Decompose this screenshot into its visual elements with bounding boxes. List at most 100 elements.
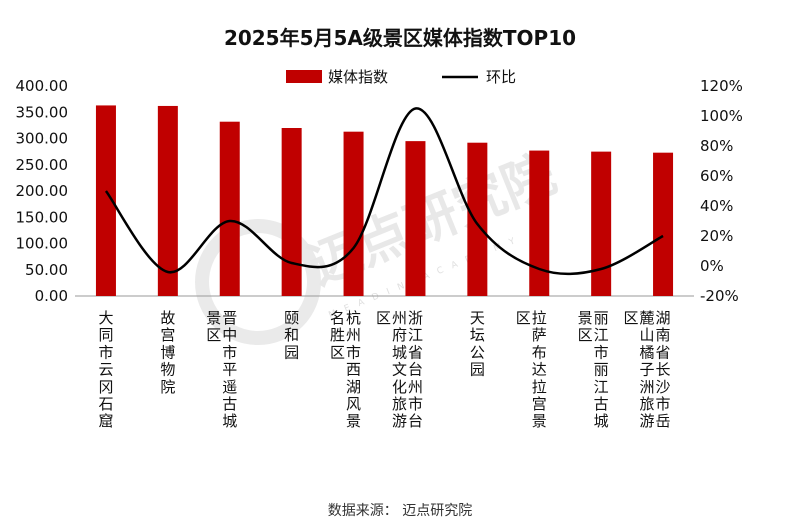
line-series: [104, 107, 664, 276]
bar-series: [95, 105, 674, 296]
category-label-char: 区: [516, 309, 531, 327]
category-label-char: 景: [346, 412, 361, 430]
category-label-char: 江: [594, 326, 609, 344]
category-label-char: 达: [532, 361, 547, 379]
category-label-char: 萨: [532, 326, 547, 344]
category-label-char: 同: [98, 326, 113, 344]
category-label-char: 西: [346, 361, 361, 379]
y-left-tick-label: 250.00: [16, 156, 69, 174]
category-label-char: 区: [206, 326, 221, 344]
chart-title: 2025年5月5A级景区媒体指数TOP10: [224, 26, 576, 50]
category-label-char: 市: [656, 395, 671, 413]
category-label-char: 南: [656, 326, 671, 344]
category-label-char: 湖: [346, 378, 361, 396]
axes: 0.00 50.00 100.00 150.00 200.00 250.00 300.00 3…: [16, 77, 743, 305]
category-label-char: 天: [470, 309, 485, 327]
category-label-char: 遥: [222, 378, 237, 396]
category-label-char: 拉: [532, 309, 547, 327]
category-label: 颐和园: [284, 309, 299, 361]
category-label-char: 园: [284, 343, 299, 361]
source-note: 数据来源： 迈点研究院: [328, 503, 472, 519]
category-label-char: 大: [98, 309, 113, 327]
category-label-char: 旅: [392, 395, 407, 413]
y-right-tick-label: -20%: [700, 287, 739, 305]
category-label-char: 旅: [640, 395, 655, 413]
legend: 媒体指数 环比: [286, 68, 516, 86]
category-label-char: 园: [470, 361, 485, 379]
category-label-char: 长: [656, 361, 671, 379]
category-label-char: 宫: [160, 326, 175, 344]
category-label-char: 州: [392, 309, 407, 327]
category-label-char: 沙: [656, 378, 671, 396]
category-label-char: 古: [594, 395, 609, 413]
y-right-tick-label: 60%: [700, 167, 733, 185]
category-label-char: 晋: [222, 309, 237, 327]
category-label-char: 平: [222, 361, 237, 379]
category-label-char: 游: [392, 412, 407, 430]
bar: [529, 150, 550, 296]
y-left-tick-label: 400.00: [16, 77, 69, 95]
category-label-char: 胜: [330, 326, 345, 344]
category-label-char: 化: [392, 378, 407, 396]
category-label-char: 石: [98, 395, 113, 413]
category-labels: 大同市云冈石窟故宫博物院晋中市平遥古城景区颐和园杭州市西湖风景名胜区浙江省台州市…: [98, 309, 670, 430]
y-right-tick-label: 80%: [700, 137, 733, 155]
y-left-tick-label: 200.00: [16, 182, 69, 200]
category-label-char: 景: [532, 412, 547, 430]
category-label-char: 区: [330, 343, 345, 361]
category-label-char: 市: [222, 343, 237, 361]
category-label-char: 风: [346, 395, 361, 413]
category-label-char: 拉: [532, 378, 547, 396]
y-left-tick-label: 100.00: [16, 235, 69, 253]
y-left-tick-label: 50.00: [25, 261, 68, 279]
category-label-char: 窟: [98, 412, 113, 430]
category-label-char: 岳: [656, 412, 671, 430]
category-label-char: 府: [392, 326, 407, 344]
y-right-tick-label: 120%: [700, 77, 743, 95]
category-label-char: 台: [408, 412, 423, 430]
category-label-char: 城: [392, 343, 407, 361]
category-label-char: 市: [594, 343, 609, 361]
category-label-char: 故: [160, 309, 175, 327]
category-label-char: 江: [594, 378, 609, 396]
y-right-tick-label: 20%: [700, 227, 733, 245]
category-label-char: 颐: [284, 309, 299, 327]
category-label-char: 市: [408, 395, 423, 413]
category-label-char: 台: [408, 361, 423, 379]
category-label-char: 冈: [98, 378, 113, 396]
category-label-char: 院: [160, 378, 175, 396]
line-path: [104, 107, 664, 276]
category-label-char: 市: [98, 343, 113, 361]
category-label-char: 城: [594, 412, 609, 430]
y-left-tick-label: 300.00: [16, 130, 69, 148]
y-right-tick-label: 0%: [700, 257, 724, 275]
category-label-char: 宫: [532, 395, 547, 413]
category-label-char: 区: [624, 309, 639, 327]
category-label-char: 坛: [470, 326, 485, 344]
category-label-char: 博: [160, 343, 175, 361]
category-label-char: 丽: [594, 361, 609, 379]
category-label-char: 江: [408, 326, 423, 344]
category-label-char: 布: [532, 343, 547, 361]
category-label-char: 杭: [346, 309, 361, 327]
category-label-char: 浙: [408, 309, 423, 327]
category-label-char: 物: [160, 361, 175, 379]
category-label-char: 市: [346, 343, 361, 361]
y-right-tick-label: 40%: [700, 197, 733, 215]
bar: [157, 105, 178, 296]
category-label-char: 山: [640, 326, 655, 344]
category-label-char: 州: [346, 326, 361, 344]
category-label-char: 区: [578, 326, 593, 344]
category-label-char: 古: [222, 395, 237, 413]
legend-label-line: 环比: [486, 68, 516, 86]
category-label-char: 子: [640, 361, 655, 379]
